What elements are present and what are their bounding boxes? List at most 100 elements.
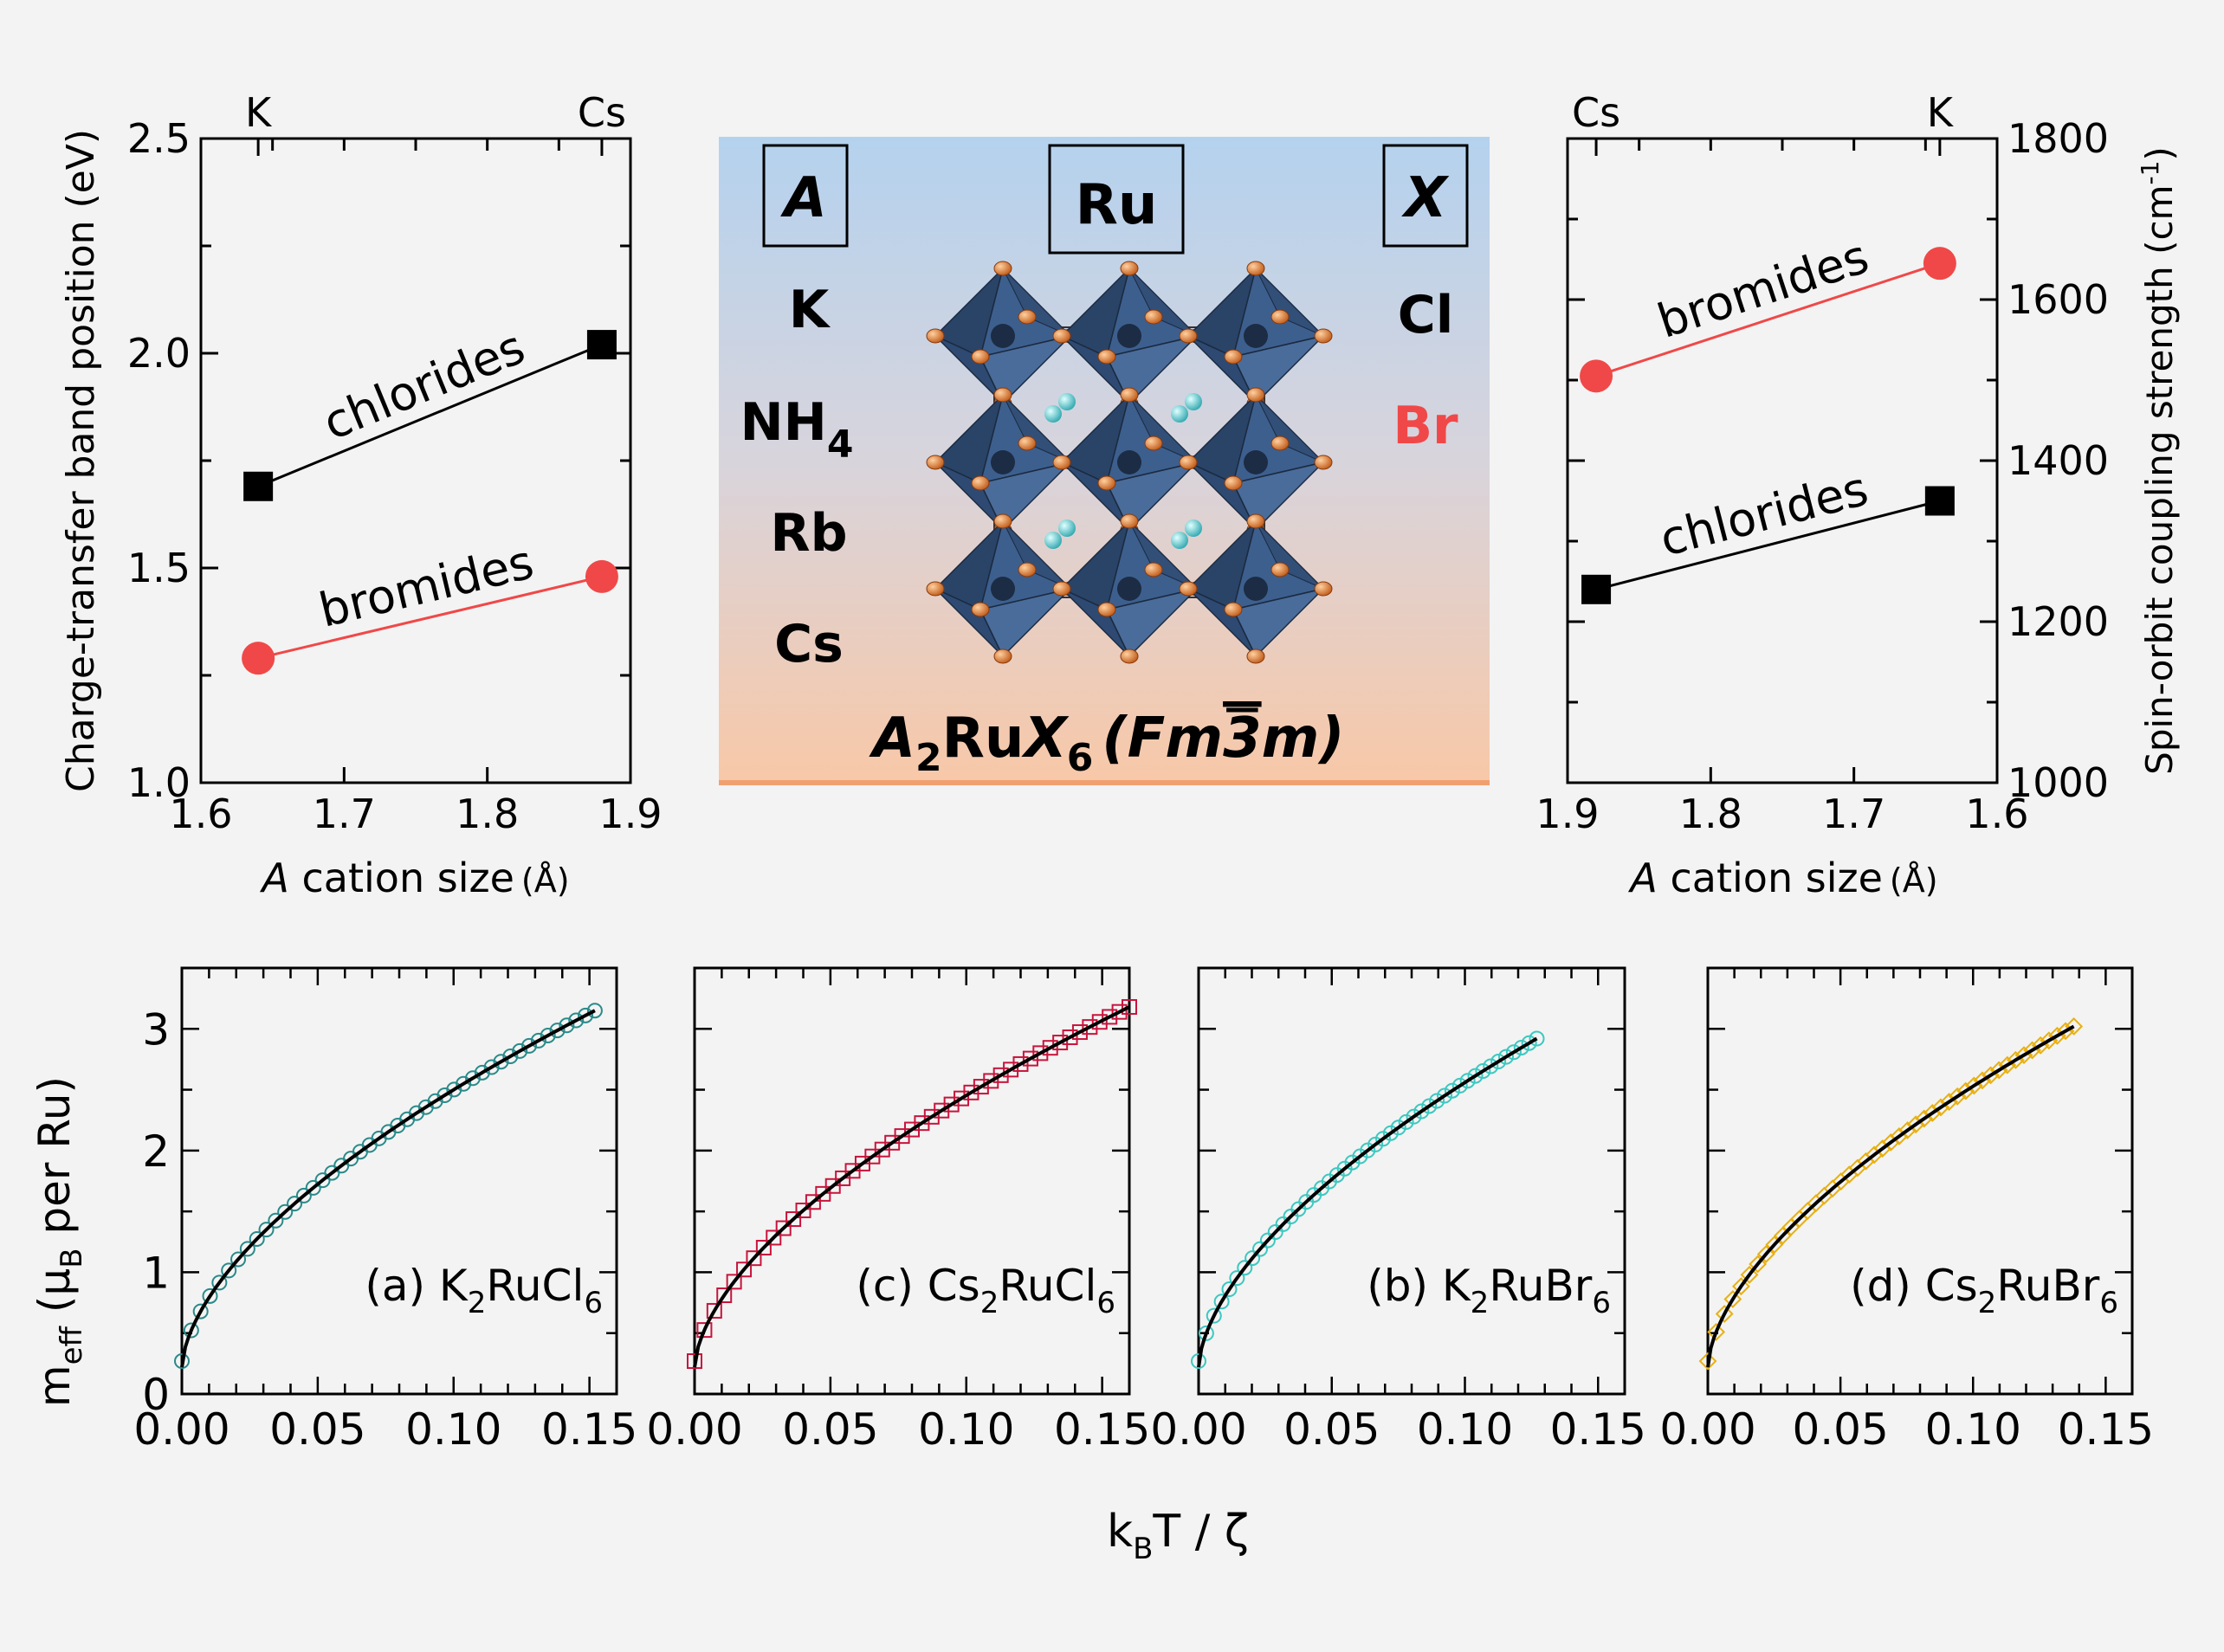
meff-data-point bbox=[1102, 1009, 1118, 1025]
halide-atom bbox=[1120, 261, 1139, 276]
meff-panel-2: 0.00 0.05 0.10 0.15 (c) Cs2RuCl6 bbox=[646, 966, 1150, 1455]
halide-atom bbox=[926, 581, 945, 597]
halide-cl: Cl bbox=[1398, 285, 1454, 345]
kbt-rest: T / ζ bbox=[1152, 1506, 1249, 1558]
panel-label-prefix: (a) K bbox=[365, 1261, 469, 1311]
meff-y-axis-label: meff (μB per Ru) bbox=[29, 1076, 89, 1407]
meff-data-point bbox=[736, 1262, 753, 1278]
x-label-unit: (Å) bbox=[521, 861, 570, 900]
meff-data-point bbox=[1022, 1050, 1038, 1067]
halide-atom bbox=[1097, 349, 1116, 365]
meff-y-tick-label: 1 bbox=[142, 1248, 170, 1298]
meff-data-point bbox=[1406, 1108, 1422, 1125]
meff-data-point bbox=[1429, 1093, 1445, 1109]
column-x-header: X bbox=[1400, 166, 1449, 230]
cation-nh4: NH4 bbox=[740, 392, 853, 467]
halide-atom bbox=[971, 475, 990, 491]
meff-fit-curve bbox=[693, 1005, 1130, 1368]
formula-space-group-start: (Fm bbox=[1102, 707, 1223, 771]
meff-data-point bbox=[973, 1079, 989, 1095]
meff-data-point bbox=[716, 1287, 733, 1304]
meff-data-point bbox=[1732, 1277, 1750, 1296]
meff-data-point bbox=[1475, 1063, 1491, 1080]
meff-data-point bbox=[578, 1007, 594, 1023]
ct-series-label-bromides: bromides bbox=[314, 534, 539, 637]
meff-x-tick-label: 0.10 bbox=[1925, 1404, 2021, 1455]
meff-data-point bbox=[258, 1222, 275, 1238]
so-point-chlorides bbox=[1924, 486, 1955, 516]
meff-data-point bbox=[2065, 1017, 2084, 1036]
meff-data-point bbox=[795, 1202, 811, 1218]
octahedron-face bbox=[1105, 587, 1199, 658]
meff-data-point bbox=[1490, 1054, 1507, 1070]
kbt-k: k bbox=[1107, 1506, 1133, 1558]
meff-data-point bbox=[696, 1322, 713, 1339]
meff-data-point bbox=[1765, 1236, 1784, 1254]
meff-data-point bbox=[786, 1211, 802, 1228]
halide-atom bbox=[1097, 602, 1116, 617]
so-x-tick-label: 1.7 bbox=[1822, 791, 1885, 837]
column-ru-header: Ru bbox=[1076, 173, 1158, 237]
octahedron-face bbox=[1232, 334, 1326, 405]
charge-transfer-ticks: 1.6 1.7 1.8 1.9 1.0 1.5 2.0 2.5 K Cs bbox=[127, 89, 663, 837]
meff-plot-frame bbox=[1706, 966, 2134, 1396]
so-point-bromides bbox=[1580, 359, 1613, 393]
halide-atom bbox=[1144, 562, 1163, 578]
panel-label-mid: RuCl bbox=[999, 1261, 1096, 1311]
octahedron-face bbox=[1002, 520, 1071, 590]
meff-data-point bbox=[1437, 1087, 1453, 1104]
meff-data-point bbox=[1032, 1045, 1049, 1062]
meff-data-point bbox=[775, 1220, 792, 1236]
ct-x-tick-label: 1.9 bbox=[598, 791, 662, 837]
x-label-rest: cation size bbox=[289, 855, 514, 901]
meff-data-point bbox=[530, 1032, 546, 1049]
ruthenium-atom bbox=[991, 324, 1015, 348]
meff-data-point bbox=[726, 1274, 742, 1290]
meff-data-point bbox=[183, 1322, 199, 1339]
meff-data-point bbox=[1390, 1120, 1406, 1136]
meff-data-point bbox=[1756, 1245, 1775, 1263]
meff-x-tick-label: 0.00 bbox=[133, 1404, 230, 1455]
so-y-tick-label: 1200 bbox=[2007, 598, 2109, 645]
ct-x-tick-label: 1.6 bbox=[169, 791, 232, 837]
octahedron-face bbox=[1128, 394, 1198, 463]
meff-x-tick-label: 0.00 bbox=[646, 1404, 742, 1455]
so-top-label: K bbox=[1927, 89, 1955, 136]
halide-atom bbox=[1179, 328, 1198, 344]
meff-data-point bbox=[295, 1187, 312, 1204]
so-y-tick-label: 1600 bbox=[2007, 276, 2109, 323]
halide-atom bbox=[1224, 602, 1243, 617]
ruthenium-atom bbox=[1117, 324, 1141, 348]
a-cation-atom bbox=[1058, 393, 1076, 410]
ct-x-tick-label: 1.7 bbox=[313, 791, 376, 837]
halide-atom bbox=[1018, 309, 1037, 325]
meff-data-point bbox=[549, 1023, 566, 1039]
charge-transfer-x-axis-label: A cation size (Å) bbox=[259, 855, 569, 901]
x-label-unit: (Å) bbox=[1890, 861, 1938, 900]
so-point-chlorides bbox=[1581, 574, 1612, 604]
ct-point-bromides bbox=[242, 642, 275, 675]
formula-label: A2RuX6 (Fm3m) bbox=[868, 707, 1344, 780]
halide-atom bbox=[1097, 475, 1116, 491]
panel-label-sub1: 2 bbox=[468, 1286, 487, 1320]
charge-transfer-y-axis-label: Charge-transfer band position (eV) bbox=[59, 129, 103, 792]
meff-data-point bbox=[230, 1251, 247, 1268]
octahedron-face bbox=[1232, 587, 1326, 658]
meff-panel-label: (a) K2RuCl6 bbox=[365, 1261, 603, 1320]
halide-atom bbox=[1224, 475, 1243, 491]
meff-data-point bbox=[1513, 1039, 1529, 1055]
formula-a: A bbox=[868, 707, 915, 771]
panel-label-sub1: 2 bbox=[980, 1286, 999, 1320]
meff-data-point bbox=[493, 1054, 509, 1070]
meff-data-point bbox=[1111, 1003, 1128, 1020]
meff-data-point bbox=[464, 1070, 481, 1087]
halide-atom bbox=[1144, 436, 1163, 451]
a-cation-atom bbox=[1044, 532, 1062, 549]
meff-data-point bbox=[1421, 1098, 1438, 1114]
meff-data-point bbox=[1774, 1226, 1792, 1245]
meff-data-point bbox=[766, 1229, 782, 1246]
meff-data-point bbox=[305, 1179, 321, 1196]
ct-point-chlorides bbox=[243, 471, 274, 501]
meff-data-point bbox=[746, 1250, 762, 1267]
